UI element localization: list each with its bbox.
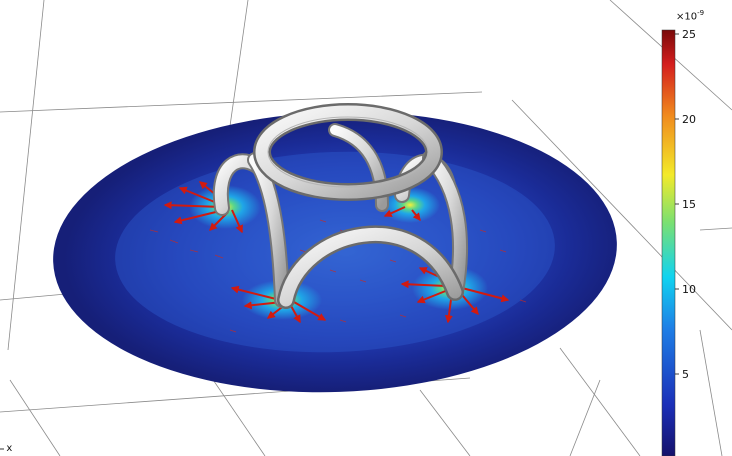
colorbar-tick-label: 5 [682,368,689,381]
colorbar-tick-label: 15 [682,198,696,211]
colorbar-tick-label: 10 [682,283,696,296]
colorbar-ticks [675,33,679,375]
colorbar-gradient [661,29,676,456]
colorbar-tick-label: 20 [682,113,696,126]
colorbar-multiplier: ×10-9 [676,9,705,23]
colorbar-tick-label: 25 [682,28,696,41]
axis-x-label: x [6,443,13,454]
frame-structure [212,103,469,309]
